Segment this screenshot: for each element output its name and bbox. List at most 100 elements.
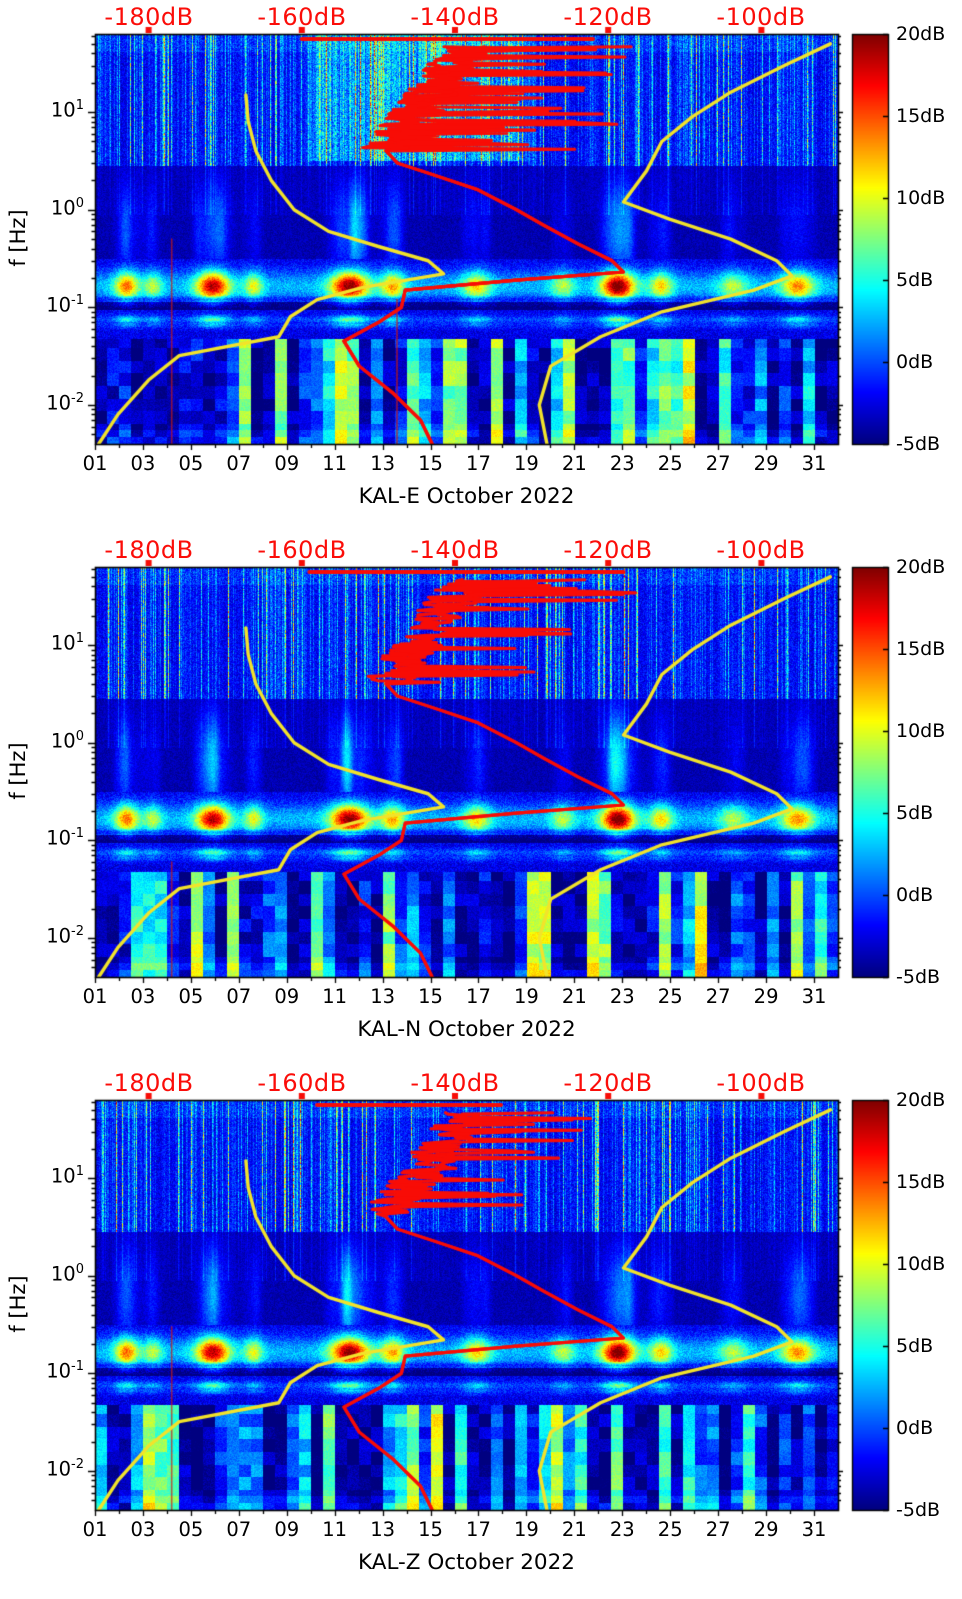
- x-tick-label: 15: [418, 452, 443, 475]
- x-tick-label: 17: [466, 985, 491, 1008]
- x-tick-label: 05: [178, 452, 204, 475]
- x-tick-label: 19: [513, 985, 539, 1008]
- x-tick-label: 21: [561, 1518, 587, 1541]
- y-tick-label: 101: [50, 631, 84, 655]
- panel-kal-n: -180dB -160dB -140dB -120dB -100dB f [Hz…: [0, 533, 962, 1066]
- x-tick-label: 21: [561, 452, 587, 475]
- y-tick-label: 101: [50, 1164, 84, 1188]
- y-axis-label: f [Hz]: [6, 1275, 30, 1333]
- x-tick-label: 09: [274, 985, 300, 1008]
- x-tick-label: 07: [226, 1518, 252, 1541]
- top-axis-label: -160dB: [257, 1069, 347, 1097]
- y-tick-label: 10-1: [46, 293, 84, 317]
- panel-kal-z: -180dB -160dB -140dB -120dB -100dB f [Hz…: [0, 1066, 962, 1599]
- x-tick-label: 07: [226, 452, 252, 475]
- x-tick-label: 03: [130, 985, 156, 1008]
- panel-title: KAL-N October 2022: [357, 1017, 576, 1042]
- x-tick-label: 21: [561, 985, 587, 1008]
- y-axis-label: f [Hz]: [6, 209, 30, 267]
- colorbar-tick-label: 5dB: [896, 802, 934, 824]
- top-axis-label: -120dB: [563, 1069, 653, 1097]
- x-tick-label: 31: [801, 985, 827, 1008]
- y-tick-label: 10-2: [46, 1456, 84, 1481]
- y-tick-label: 10-2: [46, 923, 84, 948]
- x-tick-label: 01: [82, 985, 108, 1008]
- colorbar-tick-label: -5dB: [896, 433, 941, 455]
- y-axis-label: f [Hz]: [6, 742, 30, 800]
- y-tick-label: 10-1: [46, 826, 84, 850]
- top-axis-label: -140dB: [410, 1069, 500, 1097]
- top-axis-label: -180dB: [104, 536, 194, 564]
- panel-title: KAL-E October 2022: [358, 484, 575, 509]
- spectrogram-canvas-kal-e: [0, 0, 962, 533]
- y-tick-label: 10-2: [46, 390, 84, 415]
- y-tick-label: 101: [50, 98, 84, 122]
- colorbar-tick-label: 5dB: [896, 269, 934, 291]
- x-tick-label: 03: [130, 452, 156, 475]
- colorbar-tick-label: 20dB: [896, 556, 946, 578]
- colorbar-tick-label: 10dB: [896, 1253, 946, 1275]
- x-tick-label: 25: [657, 1518, 683, 1541]
- top-axis-label: -140dB: [410, 536, 500, 564]
- top-axis-label: -180dB: [104, 3, 194, 31]
- x-tick-label: 19: [513, 452, 539, 475]
- x-tick-label: 05: [178, 1518, 204, 1541]
- top-axis-label: -100dB: [716, 3, 806, 31]
- colorbar-tick-label: 10dB: [896, 187, 946, 209]
- x-tick-label: 23: [609, 452, 635, 475]
- x-tick-label: 11: [322, 452, 348, 475]
- colorbar-tick-label: 15dB: [896, 105, 946, 127]
- y-tick-label: 10-1: [46, 1359, 84, 1383]
- top-axis-label: -100dB: [716, 1069, 806, 1097]
- x-tick-label: 27: [705, 985, 731, 1008]
- x-tick-label: 01: [82, 1518, 108, 1541]
- top-axis-label: -100dB: [716, 536, 806, 564]
- panel-title: KAL-Z October 2022: [358, 1550, 575, 1575]
- x-tick-label: 19: [513, 1518, 539, 1541]
- x-tick-label: 23: [609, 1518, 635, 1541]
- x-tick-label: 01: [82, 452, 108, 475]
- top-axis-label: -180dB: [104, 1069, 194, 1097]
- colorbar-tick-label: 20dB: [896, 23, 946, 45]
- colorbar-tick-label: 15dB: [896, 638, 946, 660]
- spectrogram-canvas-kal-z: [0, 1066, 962, 1599]
- spectrogram-canvas-kal-n: [0, 533, 962, 1066]
- panel-kal-e: -180dB -160dB -140dB -120dB -100dB f [Hz…: [0, 0, 962, 533]
- y-tick-label: 100: [50, 1261, 84, 1286]
- colorbar-tick-label: 0dB: [896, 884, 934, 906]
- x-tick-label: 25: [657, 985, 683, 1008]
- x-tick-label: 09: [274, 452, 300, 475]
- colorbar-tick-label: 10dB: [896, 720, 946, 742]
- colorbar-tick-label: -5dB: [896, 966, 941, 988]
- x-tick-label: 27: [705, 1518, 731, 1541]
- colorbar-tick-label: 0dB: [896, 351, 934, 373]
- x-tick-label: 11: [322, 1518, 348, 1541]
- top-axis-label: -160dB: [257, 536, 347, 564]
- x-tick-label: 15: [418, 985, 443, 1008]
- x-tick-label: 23: [609, 985, 635, 1008]
- x-tick-label: 17: [466, 1518, 491, 1541]
- x-tick-label: 03: [130, 1518, 156, 1541]
- colorbar-tick-label: 20dB: [896, 1089, 946, 1111]
- y-tick-label: 100: [50, 195, 84, 220]
- top-axis-label: -120dB: [563, 536, 653, 564]
- x-tick-label: 31: [801, 1518, 827, 1541]
- top-axis-label: -120dB: [563, 3, 653, 31]
- x-tick-label: 05: [178, 985, 204, 1008]
- x-tick-label: 25: [657, 452, 683, 475]
- x-tick-label: 29: [753, 452, 779, 475]
- top-axis-label: -160dB: [257, 3, 347, 31]
- top-axis-label: -140dB: [410, 3, 500, 31]
- x-tick-label: 29: [753, 985, 779, 1008]
- x-tick-label: 07: [226, 985, 252, 1008]
- colorbar-tick-label: 0dB: [896, 1417, 934, 1439]
- x-tick-label: 13: [370, 1518, 396, 1541]
- colorbar-tick-label: -5dB: [896, 1499, 941, 1521]
- x-tick-label: 11: [322, 985, 348, 1008]
- x-tick-label: 29: [753, 1518, 779, 1541]
- x-tick-label: 31: [801, 452, 827, 475]
- x-tick-label: 09: [274, 1518, 300, 1541]
- x-tick-label: 27: [705, 452, 731, 475]
- x-tick-label: 17: [466, 452, 491, 475]
